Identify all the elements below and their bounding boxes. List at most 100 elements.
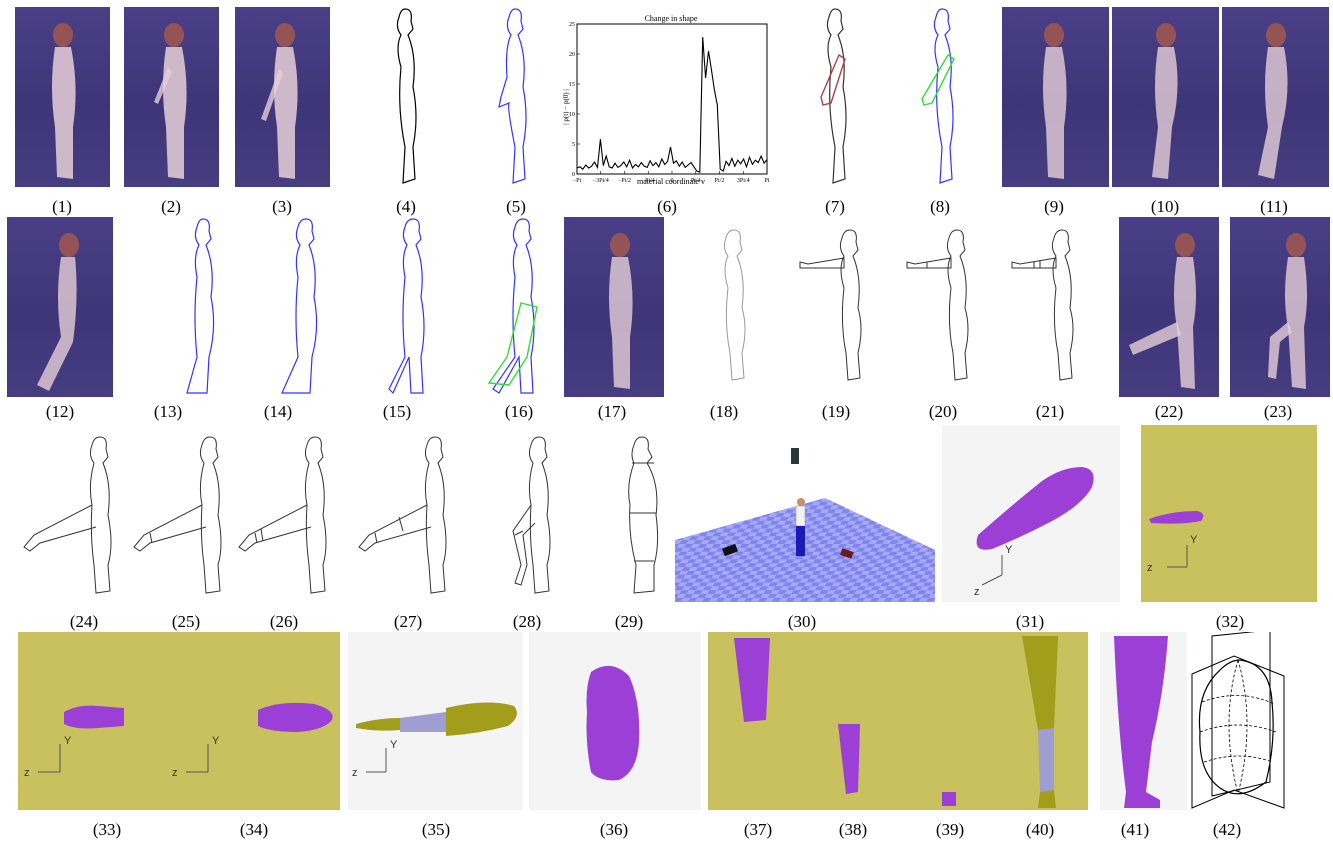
caption-6: (6) [657,197,677,216]
caption-39: (39) [935,820,965,839]
caption-32: (32) [1215,612,1245,631]
caption-20: (20) [928,402,958,421]
chart-x-tick-label: Pi/2 [715,178,725,184]
caption-42: (42) [1212,820,1242,839]
chart-title: Change in shape [645,14,698,23]
caption-15: (15) [382,402,412,421]
limb-render-31: Y z [942,425,1120,602]
caption-23: (23) [1263,402,1293,421]
caption-37: (37) [743,820,773,839]
silhouette-panel-29 [620,435,665,595]
silhouette-panel-15 [387,217,432,395]
silhouette-panel-21 [1010,228,1080,383]
caption-30: (30) [787,612,817,631]
chart-x-tick-label: −Pi/4 [642,178,655,184]
chart-y-tick-label: 10 [569,112,575,118]
caption-21: (21) [1035,402,1065,421]
silhouette-panel-13 [183,217,223,395]
photo-panel-17 [564,217,664,397]
photo-panel-10 [1112,7,1219,187]
caption-25: (25) [171,612,201,631]
limb-render-36 [529,632,701,810]
caption-10: (10) [1150,197,1180,216]
caption-36: (36) [599,820,629,839]
z-axis-label: z [1147,562,1153,574]
silhouette-panel-16 [487,217,542,395]
photo-panel-1 [15,7,110,187]
chart-plot-frame [576,23,768,175]
silhouette-panel-19 [798,228,868,383]
photo-panel-23 [1230,217,1330,397]
silhouette-panel-5 [493,7,538,185]
chart-ticks: −Pi −3Pi/4 −Pi/2 −Pi/4 0 Pi/4 Pi/2 3Pi/4 Pi 0 5 10 1… [569,22,770,184]
caption-7: (7) [825,197,845,216]
caption-31: (31) [1015,612,1045,631]
caption-11: (11) [1260,197,1288,216]
chart-ylabel: | p(t) − p(0) | [562,89,570,125]
chart-y-tick-label: 0 [572,172,575,178]
caption-41: (41) [1120,820,1150,839]
photo-panel-22 [1119,217,1219,397]
cross-section-diagram [1190,629,1285,810]
limb-render-32: Y z [1141,425,1317,602]
caption-14: (14) [263,402,293,421]
chart-y-tick-label: 20 [569,52,575,58]
y-axis-label: Y [1005,544,1013,556]
caption-13: (13) [153,402,183,421]
chart-x-tick-label: Pi/4 [691,178,701,184]
caption-5: (5) [506,197,526,216]
chart-x-tick-label: 0 [671,178,674,184]
caption-27: (27) [393,612,423,631]
limb-render-41 [1100,632,1187,810]
caption-28: (28) [512,612,542,631]
chart-xlabel: material coordinate v [637,177,705,186]
chart-x-tick-label: −Pi [573,178,582,184]
chart-x-tick-label: 3Pi/4 [737,178,750,184]
caption-4: (4) [396,197,416,216]
chart-x-tick-label: −Pi/2 [618,178,631,184]
caption-33: (33) [92,820,122,839]
caption-35: (35) [421,820,451,839]
limb-render-33-34: Y z Y z [18,632,340,810]
chart-y-tick-label: 15 [569,82,575,88]
limb-render-35: Y z [348,632,523,810]
silhouette-panel-25 [130,435,225,595]
y-axis-label: Y [212,735,220,747]
caption-8: (8) [930,197,950,216]
z-axis-label: z [24,767,30,779]
y-axis-label: Y [1190,534,1198,546]
silhouette-panel-14 [280,217,325,395]
photo-panel-2 [124,7,219,187]
chart-y-tick-label: 25 [569,22,575,28]
camera-object [791,448,799,464]
z-axis-label: z [352,767,358,779]
caption-9: (9) [1044,197,1064,216]
caption-2: (2) [161,197,181,216]
caption-19: (19) [821,402,851,421]
shape-change-chart: Change in shape material coordinate v | … [558,12,776,187]
caption-18: (18) [709,402,739,421]
caption-29: (29) [614,612,644,631]
chart-x-tick-label: −3Pi/4 [593,178,609,184]
photo-panel-11 [1222,7,1329,187]
silhouette-panel-28 [505,435,555,595]
chart-y-tick-label: 5 [572,142,575,148]
chart-svg: Change in shape material coordinate v | … [562,14,770,186]
silhouette-panel-24 [20,435,115,595]
z-axis-label: z [172,767,178,779]
silhouette-panel-18 [708,228,753,383]
silhouette-panel-4 [383,7,428,185]
photo-panel-12 [7,217,113,397]
caption-3: (3) [272,197,292,216]
silhouette-panel-26 [235,435,330,595]
z-axis-label: z [974,586,980,598]
caption-17: (17) [597,402,627,421]
caption-1: (1) [52,197,72,216]
caption-22: (22) [1154,402,1184,421]
caption-24: (24) [69,612,99,631]
silhouette-panel-27 [355,435,450,595]
chart-x-tick-label: Pi [764,178,769,184]
chart-series-line [576,37,768,174]
caption-34: (34) [239,820,269,839]
caption-26: (26) [269,612,299,631]
